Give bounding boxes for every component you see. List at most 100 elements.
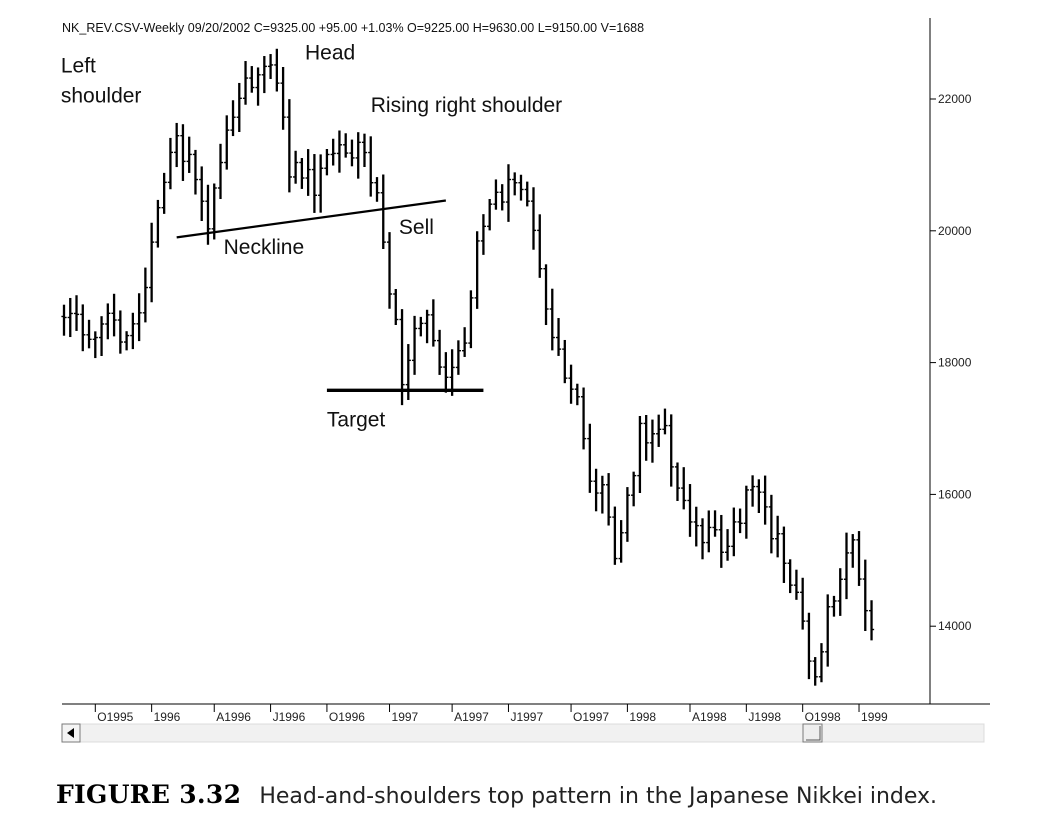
x-tick: J1996 bbox=[270, 704, 306, 724]
x-tick: A1996 bbox=[213, 704, 251, 724]
x-tick: A1997 bbox=[451, 704, 489, 724]
ohlc-bar bbox=[612, 506, 618, 565]
ohlc-bar bbox=[825, 594, 831, 667]
ohlc-bar bbox=[505, 164, 512, 222]
annotation-label: Left bbox=[61, 55, 96, 78]
ohlc-bar bbox=[117, 310, 123, 354]
ohlc-bar bbox=[856, 531, 862, 586]
horizontal-scrollbar[interactable] bbox=[61, 723, 985, 743]
ohlc-bar bbox=[343, 133, 349, 158]
ohlc-bar bbox=[374, 177, 380, 202]
x-tick: O1998 bbox=[802, 704, 841, 724]
y-tick: 14000 bbox=[930, 619, 972, 633]
ohlc-bar bbox=[806, 612, 812, 680]
scrollbar-track[interactable] bbox=[61, 723, 985, 743]
ohlc-bar bbox=[324, 148, 330, 176]
ohlc-bar bbox=[161, 172, 167, 214]
ohlc-bar bbox=[261, 56, 267, 94]
x-tick: A1998 bbox=[689, 704, 727, 724]
ohlc-bar bbox=[255, 67, 261, 106]
x-tick-label: O1997 bbox=[573, 710, 609, 724]
ohlc-bar bbox=[543, 264, 549, 326]
ohlc-bar bbox=[430, 299, 436, 347]
ohlc-bar bbox=[267, 54, 274, 79]
ohlc-bar bbox=[712, 510, 718, 537]
ohlc-bar bbox=[424, 309, 430, 344]
ohlc-bar bbox=[199, 166, 205, 221]
ohlc-bar bbox=[793, 569, 800, 600]
x-tick: 1998 bbox=[626, 704, 656, 724]
x-tick-label: J1997 bbox=[510, 710, 543, 724]
ohlc-bar bbox=[587, 423, 593, 493]
x-tick-label: A1998 bbox=[692, 710, 727, 724]
ohlc-bar bbox=[293, 150, 299, 184]
ohlc-bar bbox=[512, 172, 518, 196]
ohlc-bar bbox=[217, 143, 224, 200]
ohlc-bar bbox=[61, 304, 67, 336]
ohlc-bar bbox=[355, 132, 361, 179]
scrollbar-thumb[interactable] bbox=[802, 723, 823, 743]
ohlc-bar bbox=[674, 462, 681, 501]
ohlc-bar bbox=[668, 414, 674, 487]
y-tick: 18000 bbox=[930, 356, 972, 370]
x-tick-label: J1996 bbox=[273, 710, 306, 724]
ohlc-bar bbox=[862, 559, 868, 631]
ohlc-bar bbox=[330, 138, 336, 166]
ohlc-bar bbox=[305, 149, 311, 196]
ohlc-bar bbox=[530, 187, 537, 250]
ohlc-bar bbox=[224, 115, 230, 170]
ohlc-bar bbox=[580, 387, 587, 450]
ohlc-bar bbox=[643, 414, 649, 461]
ohlc-bar bbox=[831, 595, 837, 617]
x-tick: O1995 bbox=[94, 704, 134, 724]
annotation-label: Head bbox=[305, 41, 355, 64]
y-tick-label: 16000 bbox=[938, 487, 972, 501]
ohlc-bar bbox=[549, 288, 555, 351]
y-tick-label: 20000 bbox=[938, 224, 972, 238]
ohlc-bar bbox=[756, 479, 762, 514]
ohlc-bar bbox=[656, 414, 662, 447]
y-tick: 16000 bbox=[930, 487, 972, 501]
ohlc-bar bbox=[211, 183, 217, 240]
ohlc-bar bbox=[167, 137, 174, 190]
figure-caption-text: Head-and-shoulders top pattern in the Ja… bbox=[259, 784, 938, 809]
ohlc-bar bbox=[230, 100, 236, 137]
ohlc-bar bbox=[743, 485, 749, 539]
x-axis: O1995 1996 A1996 J1996 O1996 1997 A1997 J1997 O1… bbox=[94, 704, 888, 724]
ohlc-bar bbox=[518, 174, 524, 201]
ohlc-bar bbox=[73, 295, 80, 331]
y-tick-label: 22000 bbox=[938, 92, 972, 106]
ohlc-bar bbox=[574, 383, 580, 406]
scrollbar-thumb-grip bbox=[806, 726, 821, 741]
ohlc-bar bbox=[800, 577, 806, 630]
ohlc-bar bbox=[155, 199, 161, 248]
ohlc-bar bbox=[443, 352, 449, 393]
ohlc-bar bbox=[236, 82, 242, 133]
ohlc-bar bbox=[318, 154, 324, 213]
x-tick-label: O1998 bbox=[805, 710, 841, 724]
ohlc-bar bbox=[124, 331, 130, 351]
ohlc-bar bbox=[737, 508, 743, 534]
ohlc-bar bbox=[524, 181, 530, 207]
ohlc-bar bbox=[731, 507, 737, 557]
ohlc-bar bbox=[812, 657, 818, 686]
ohlc-bar bbox=[174, 122, 180, 168]
ohlc-bar bbox=[136, 293, 142, 342]
ohlc-bar bbox=[468, 290, 474, 349]
ohlc-bar bbox=[462, 327, 468, 357]
ohlc-bar bbox=[98, 316, 105, 357]
ohlc-bar bbox=[205, 184, 211, 245]
x-tick-label: 1999 bbox=[861, 710, 888, 724]
ohlc-bar bbox=[455, 340, 461, 375]
ohlc-bar bbox=[487, 199, 493, 231]
neckline-line bbox=[176, 199, 447, 239]
y-tick: 20000 bbox=[930, 224, 972, 238]
ohlc-bar bbox=[386, 232, 393, 309]
ohlc-bar bbox=[105, 303, 111, 340]
x-tick-label: 1997 bbox=[392, 710, 419, 724]
x-tick-label: A1996 bbox=[216, 710, 251, 724]
ohlc-bar bbox=[480, 214, 487, 255]
ohlc-bar bbox=[92, 331, 98, 359]
ohlc-bar bbox=[180, 124, 186, 181]
